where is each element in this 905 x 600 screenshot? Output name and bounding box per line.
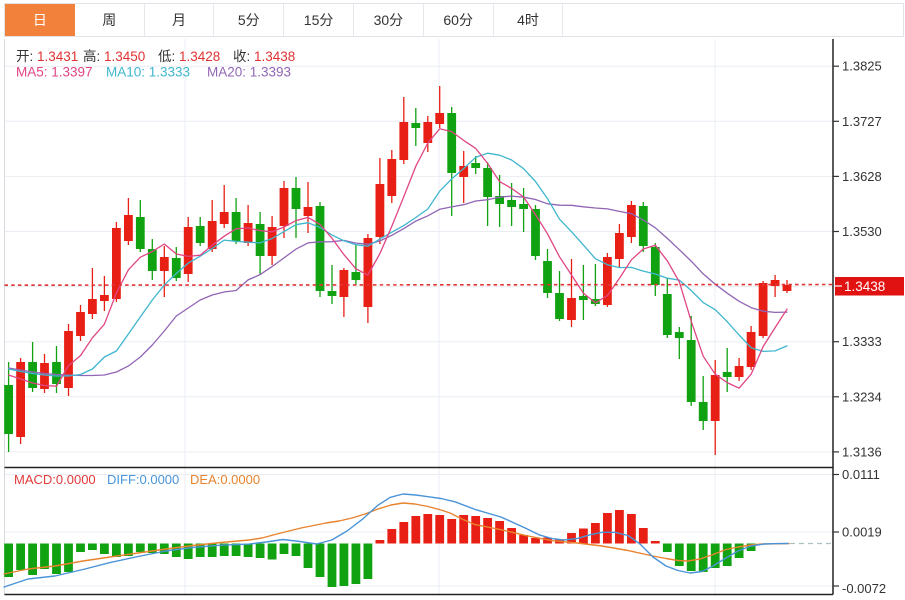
svg-text:1.3628: 1.3628 (842, 169, 882, 184)
svg-text:0.0111: 0.0111 (842, 467, 880, 482)
svg-text:0.0019: 0.0019 (842, 525, 882, 540)
svg-text:-0.0072: -0.0072 (842, 581, 886, 596)
svg-text:1.3136: 1.3136 (842, 444, 882, 459)
svg-text:1.3333: 1.3333 (842, 334, 882, 349)
svg-text:1.3438: 1.3438 (844, 279, 885, 294)
svg-text:1.3825: 1.3825 (842, 59, 882, 74)
svg-text:1.3234: 1.3234 (842, 389, 882, 404)
svg-text:1.3530: 1.3530 (842, 224, 882, 239)
svg-text:1.3727: 1.3727 (842, 114, 882, 129)
